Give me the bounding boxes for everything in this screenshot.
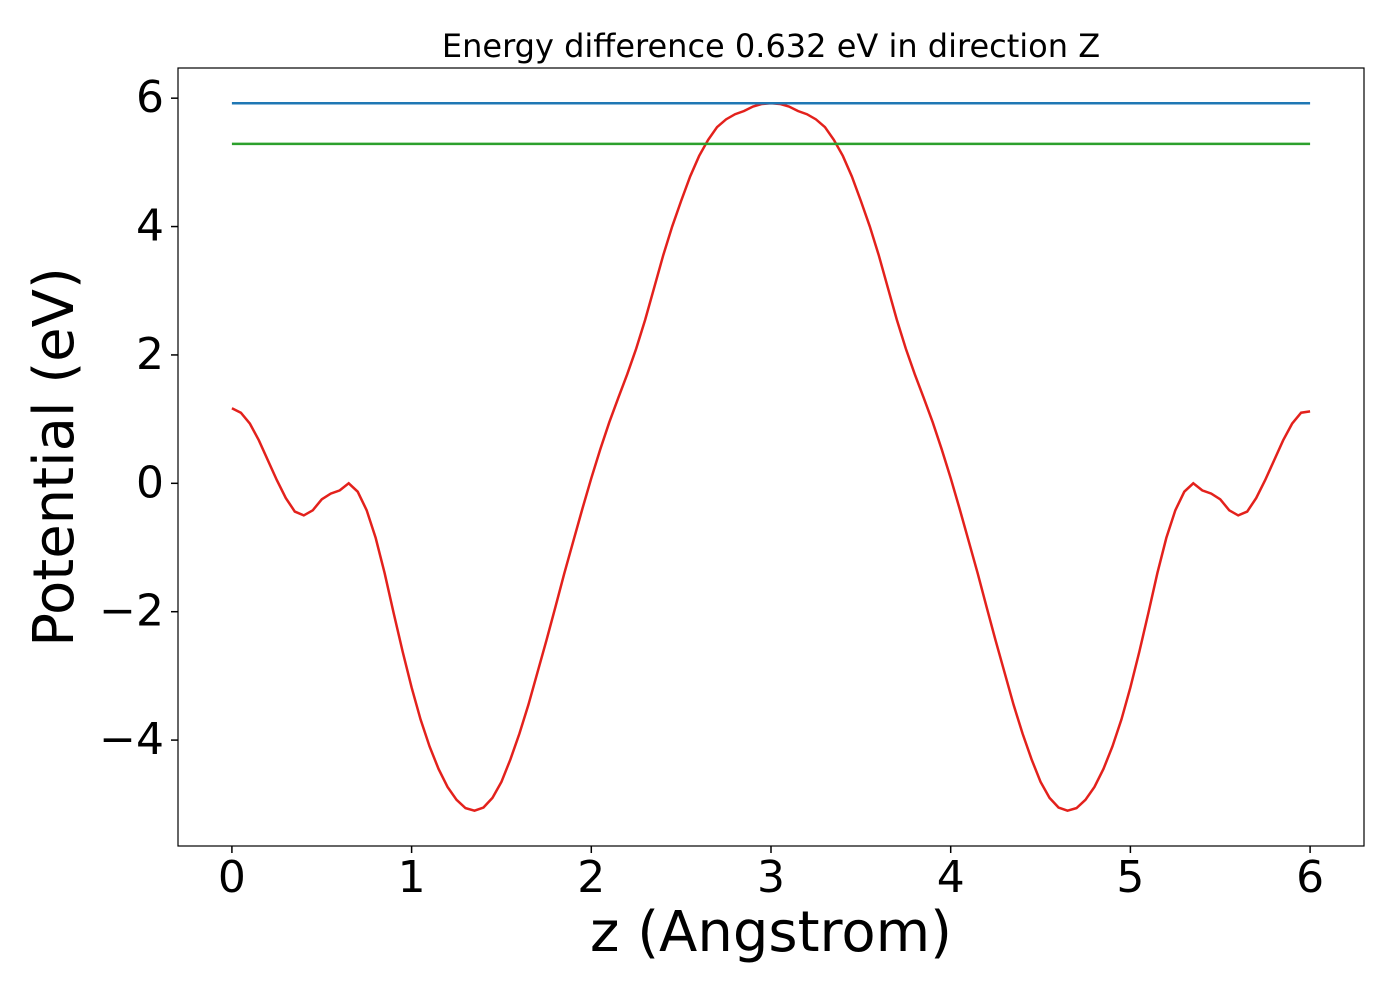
y-tick-label: −2: [99, 586, 164, 637]
x-tick-label: 3: [757, 852, 785, 903]
y-axis-label: Potential (eV): [22, 267, 87, 647]
plot-frame: [177, 67, 1365, 847]
x-tick-label: 4: [937, 852, 965, 903]
series-line: [231, 102, 1311, 813]
x-axis-label: z (Angstrom): [590, 900, 952, 965]
y-tick-label: 6: [136, 72, 164, 123]
x-tick-label: 2: [577, 852, 605, 903]
y-tick-label: 0: [136, 457, 164, 508]
x-tick-label: 6: [1296, 852, 1324, 903]
x-tick-label: 0: [218, 852, 246, 903]
y-tick-label: 4: [136, 201, 164, 252]
y-tick-label: −4: [99, 714, 164, 765]
y-tick-label: 2: [136, 329, 164, 380]
x-tick-label: 1: [398, 852, 426, 903]
x-tick-label: 5: [1116, 852, 1144, 903]
chart-title: Energy difference 0.632 eV in direction …: [442, 27, 1100, 65]
